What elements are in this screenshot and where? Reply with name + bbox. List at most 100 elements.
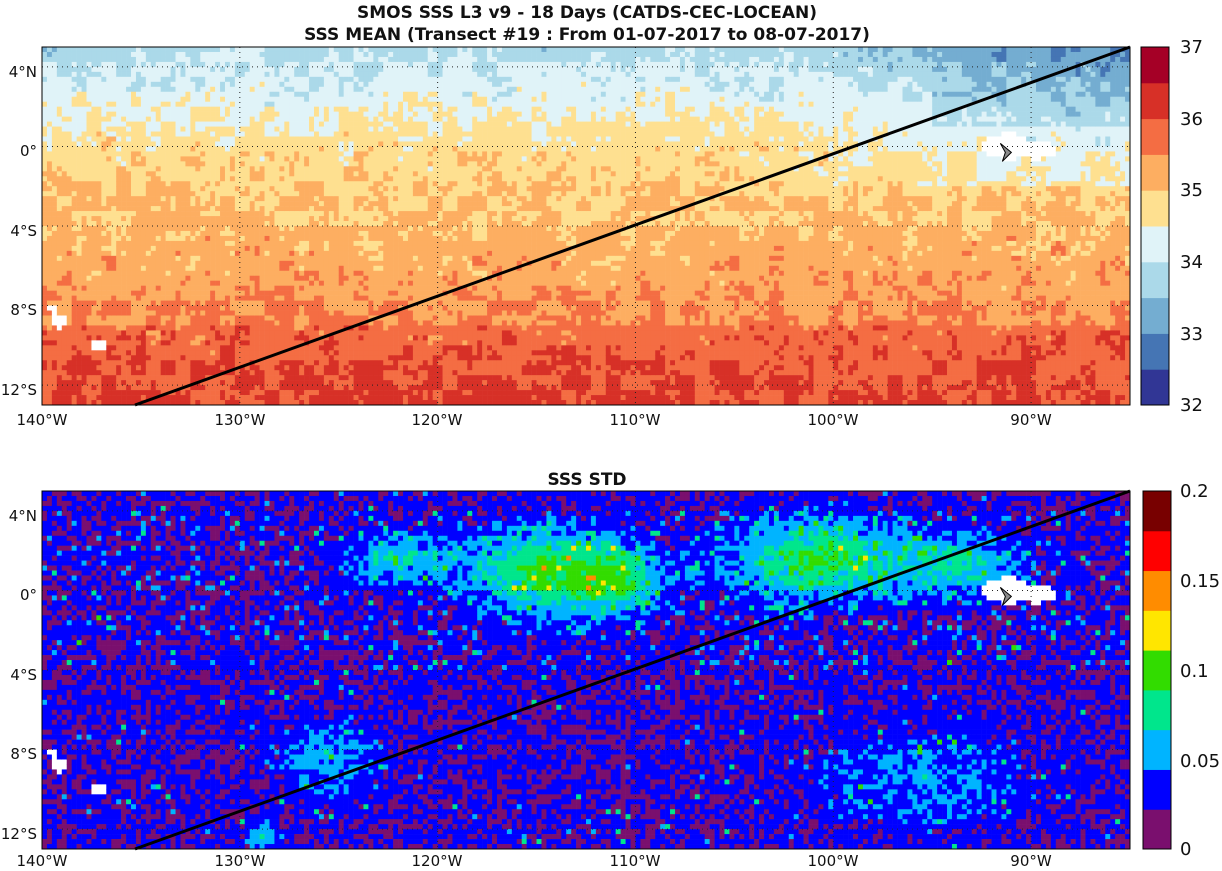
mean-map-cell [304,395,309,400]
mean-map-cell [289,311,294,316]
mean-map-cell [304,146,309,151]
mean-map-cell [131,375,136,380]
mean-map-cell [52,171,57,176]
mean-map-cell [309,360,314,365]
mean-map-cell [126,161,131,166]
mean-map-cell [279,266,284,271]
mean-map-cell [373,365,378,370]
mean-map-cell [47,127,52,132]
mean-map-cell [42,350,47,355]
mean-map-cell [91,206,96,211]
mean-map-cell [121,102,126,107]
mean-map-cell [200,166,205,171]
mean-map-cell [314,296,319,301]
mean-map-cell [299,246,304,251]
mean-map-cell [77,47,82,52]
mean-map-cell [324,350,329,355]
mean-map-cell [96,107,101,112]
mean-map-cell [304,306,309,311]
mean-map-cell [284,171,289,176]
mean-map-cell [176,87,181,92]
mean-map-cell [289,231,294,236]
mean-map-cell [166,286,171,291]
mean-map-cell [106,266,111,271]
mean-map-cell [87,251,92,256]
mean-map-cell [195,122,200,127]
mean-map-cell [274,271,279,276]
mean-map-cell [77,82,82,87]
mean-map-cell [354,132,359,137]
mean-map-cell [255,146,260,151]
mean-map-cell [294,276,299,281]
mean-map-cell [378,281,383,286]
mean-map-cell [210,132,215,137]
mean-map-cell [87,117,92,122]
mean-map-cell [131,335,136,340]
mean-map-cell [319,137,324,142]
mean-map-cell [156,72,161,77]
mean-map-cell [215,311,220,316]
mean-map-cell [314,246,319,251]
mean-map-cell [324,221,329,226]
mean-map-cell [309,72,314,77]
mean-map-cell [185,355,190,360]
mean-map-cell [185,221,190,226]
mean-map-cell [304,385,309,390]
mean-map-cell [299,117,304,122]
mean-map-cell [121,196,126,201]
mean-map-cell [190,291,195,296]
mean-map-cell [166,360,171,365]
mean-map-cell [77,132,82,137]
mean-map-cell [368,211,373,216]
mean-map-cell [87,355,92,360]
mean-map-cell [339,77,344,82]
mean-map-cell [121,271,126,276]
mean-map-cell [111,360,116,365]
mean-map-cell [57,355,62,360]
mean-map-cell [180,231,185,236]
mean-map-cell [378,107,383,112]
mean-map-cell [368,107,373,112]
mean-map-cell [146,311,151,316]
mean-map-cell [378,340,383,345]
mean-map-cell [82,286,87,291]
mean-map-cell [57,67,62,72]
mean-map-cell [299,296,304,301]
mean-map-cell [245,375,250,380]
mean-map-cell [329,261,334,266]
mean-map-cell [279,201,284,206]
mean-map-cell [349,181,354,186]
mean-map-cell [334,355,339,360]
mean-map-cell [82,216,87,221]
mean-map-cell [156,360,161,365]
mean-map-cell [378,122,383,127]
mean-map-cell [210,196,215,201]
mean-map-cell [324,301,329,306]
mean-map-cell [151,216,156,221]
mean-map-cell [255,375,260,380]
mean-map-cell [250,127,255,132]
mean-map-cell [220,286,225,291]
mean-map-cell [47,276,52,281]
mean-map-cell [180,156,185,161]
mean-map-cell [136,161,141,166]
mean-map-cell [344,141,349,146]
mean-map-cell [190,186,195,191]
mean-map-cell [42,256,47,261]
mean-map-cell [289,206,294,211]
mean-map-cell [334,206,339,211]
mean-map-cell [146,62,151,67]
mean-map-cell [47,67,52,72]
mean-map-cell [156,330,161,335]
mean-map-cell [111,316,116,321]
mean-map-cell [67,236,72,241]
mean-map-cell [136,301,141,306]
mean-map-cell [131,171,136,176]
mean-map-cell [52,226,57,231]
mean-map-cell [190,281,195,286]
mean-map-cell [180,345,185,350]
mean-map-cell [274,216,279,221]
mean-map-cell [240,226,245,231]
mean-map-cell [91,137,96,142]
mean-map-cell [274,156,279,161]
